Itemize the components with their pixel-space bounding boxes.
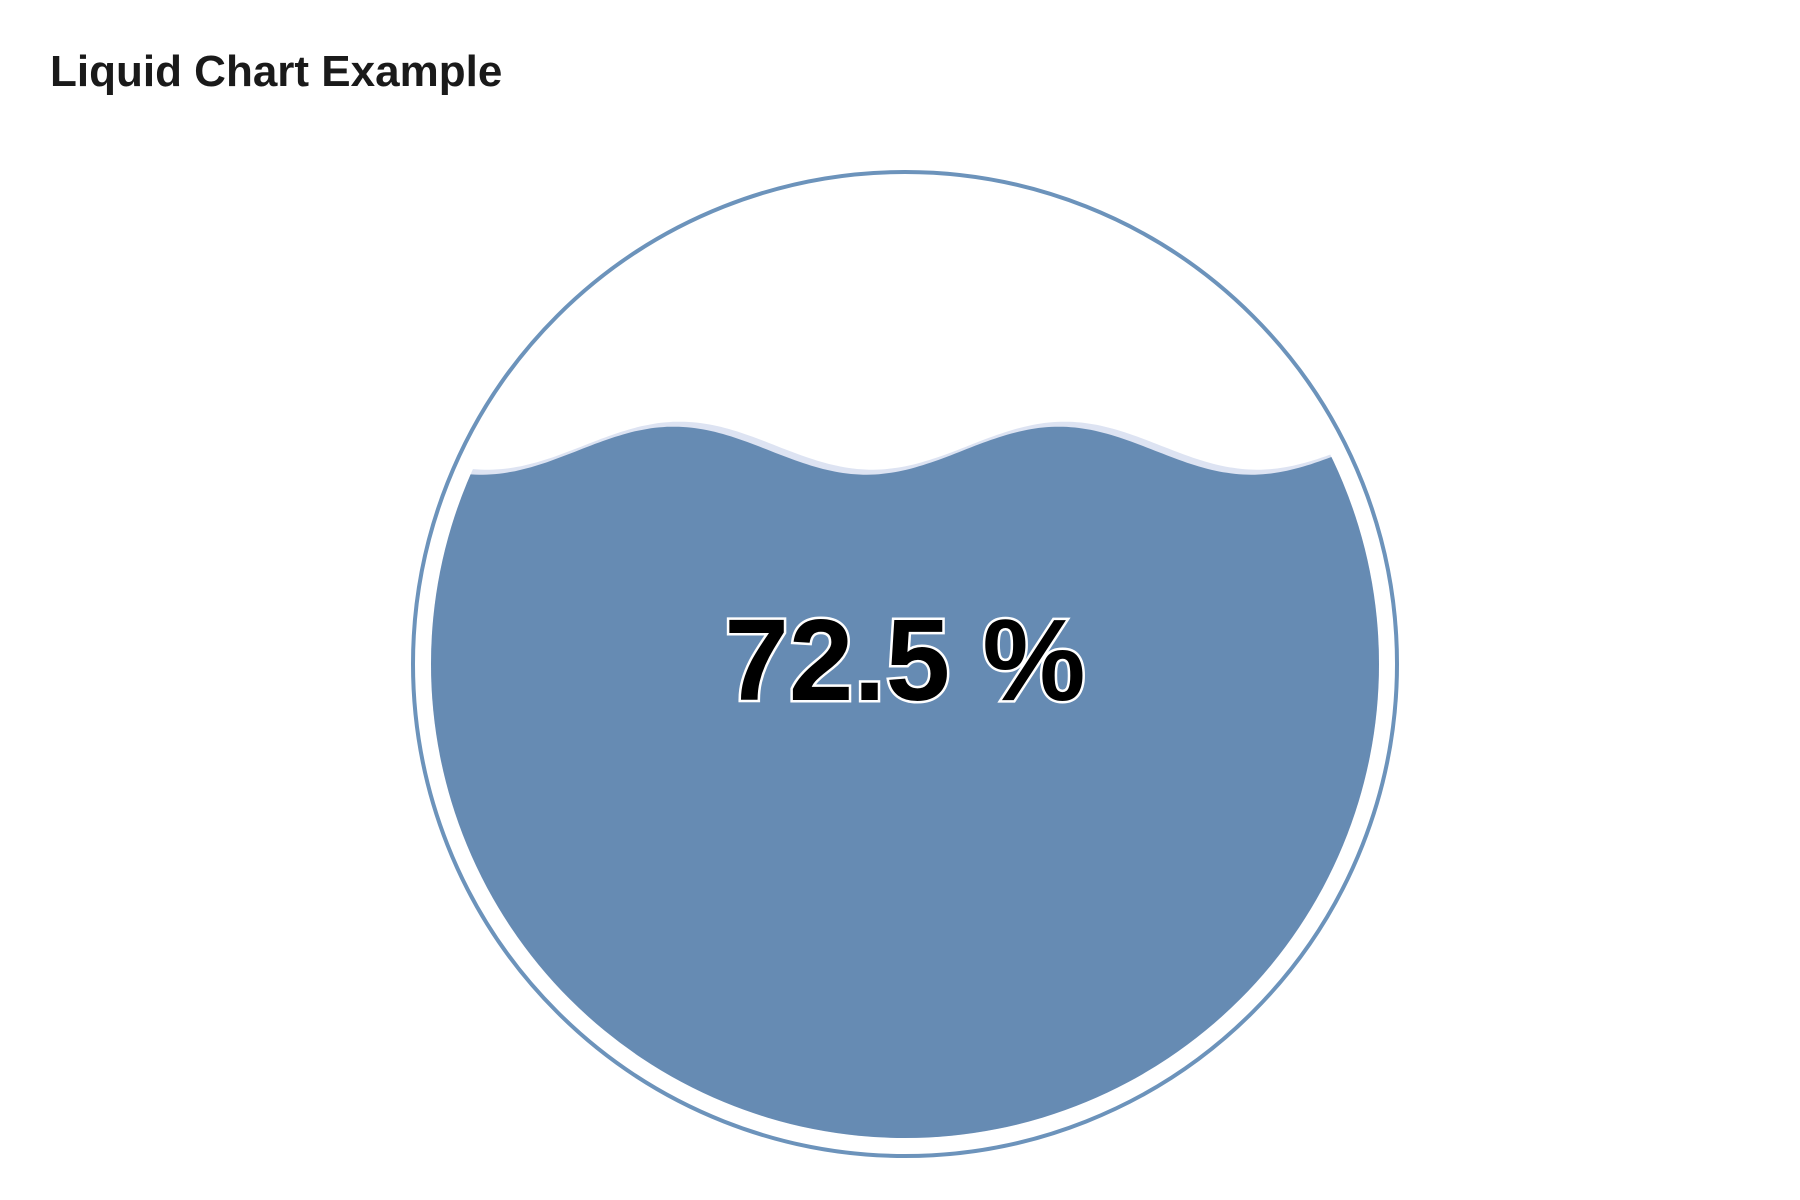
outline-ring [411, 170, 1399, 1158]
liquid-fill [431, 426, 1379, 1138]
value-label: 72.5 % [724, 595, 1085, 725]
chart-title: Liquid Chart Example [50, 47, 503, 96]
